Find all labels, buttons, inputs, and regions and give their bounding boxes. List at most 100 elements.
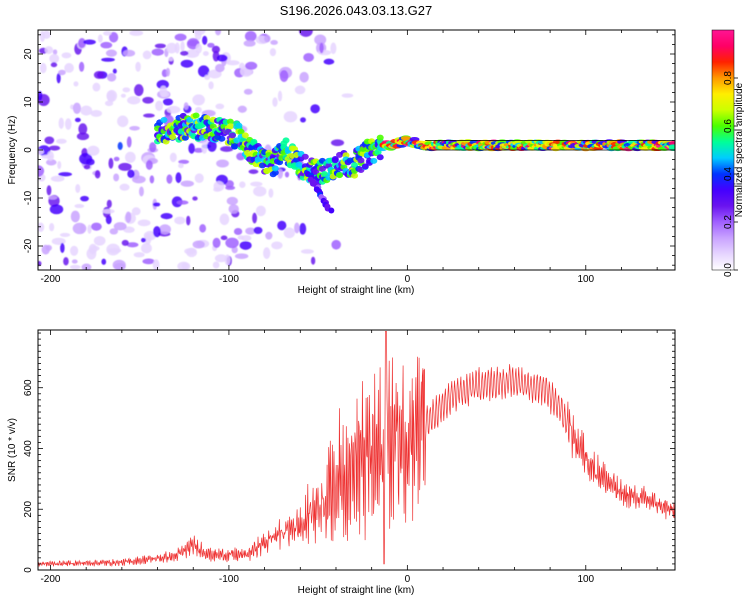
- spectrogram-cell: [199, 224, 207, 233]
- snr-x-label: Height of straight line (km): [298, 585, 415, 596]
- spectrogram-cell: [156, 79, 169, 90]
- spectrogram-cell: [215, 30, 222, 36]
- spectrogram-cell: [299, 223, 307, 235]
- spectrogram-cell: [176, 200, 189, 205]
- spectrogram-cell: [160, 213, 173, 220]
- spectrogram-y-tick-label: -10: [23, 190, 34, 205]
- spectrogram-cell: [78, 123, 88, 135]
- snr-y-tick-label: 600: [23, 379, 34, 396]
- spectrogram-ridge-cell: [271, 169, 279, 176]
- spectrogram-cell: [133, 252, 145, 258]
- spectrogram-cell: [70, 245, 79, 256]
- spectrogram-cell: [126, 242, 139, 248]
- spectrogram-cell: [193, 147, 204, 153]
- spectrogram-cell: [83, 39, 96, 45]
- spectrogram-cell: [253, 226, 263, 234]
- spectrogram-x-label: Height of straight line (km): [298, 285, 415, 296]
- spectrogram-cell: [75, 184, 81, 193]
- spectrogram-cell: [46, 150, 54, 162]
- spectrogram-cell: [228, 204, 239, 214]
- spectrogram-cell: [93, 70, 105, 79]
- spectrogram-cell: [64, 63, 74, 73]
- spectrogram-cell: [149, 175, 155, 184]
- spectrogram-cell: [264, 34, 271, 43]
- spectrogram-cell: [168, 57, 174, 62]
- spectrogram-cell: [151, 48, 164, 56]
- snr-y-tick-label: 400: [23, 440, 34, 457]
- spectrogram-cell: [154, 43, 167, 49]
- spectrogram-cell: [126, 136, 132, 148]
- spectrogram-cell: [207, 140, 217, 152]
- spectrogram-cell: [177, 261, 191, 270]
- spectrogram-cell: [101, 57, 115, 62]
- colorbar-label: Normalized spectral amplitude: [734, 82, 745, 217]
- spectrogram-cell: [252, 212, 258, 224]
- spectrogram-ridge-cell: [351, 162, 359, 169]
- spectrogram-cell: [183, 102, 189, 110]
- spectrogram-ridge-cell: [254, 156, 262, 163]
- spectrogram-cell: [87, 145, 100, 156]
- spectrogram-cell: [245, 227, 256, 235]
- spectrogram-cell: [56, 138, 67, 144]
- spectrogram-cell: [180, 59, 194, 68]
- spectrogram-cell: [106, 243, 120, 256]
- spectrogram-ridge-cell: [336, 172, 344, 179]
- spectrogram-cell: [45, 159, 57, 166]
- spectrogram-cell: [142, 50, 152, 60]
- spectrogram-cell: [101, 208, 115, 214]
- spectrogram-cell: [162, 98, 174, 106]
- spectrogram-ridge-cell: [328, 207, 335, 214]
- spectrogram-cell: [215, 103, 225, 110]
- spectrogram-cell: [63, 257, 69, 266]
- spectrogram-cell: [57, 160, 62, 170]
- spectrogram-cell: [234, 253, 249, 260]
- spectrogram-cell: [149, 142, 157, 153]
- spectrogram-cell: [219, 213, 230, 226]
- spectrogram-cell: [166, 42, 178, 54]
- spectrogram-cell: [169, 152, 177, 163]
- snr-x-tick-label: 100: [577, 574, 594, 585]
- spectrogram-cell: [155, 100, 164, 112]
- spectrogram-cell: [49, 204, 64, 215]
- spectrogram-cell: [300, 249, 314, 254]
- spectrogram-ridge-cell: [241, 132, 249, 139]
- spectrogram-ridge-cell: [186, 116, 194, 123]
- spectrogram-cell: [42, 30, 51, 39]
- spectrogram-cell: [117, 142, 123, 151]
- spectrogram-cell: [120, 93, 126, 98]
- spectrogram-ridge-cell: [282, 137, 290, 144]
- spectrogram-cell: [178, 159, 190, 164]
- spectrogram-cell: [45, 244, 52, 251]
- spectrogram-cell: [194, 173, 204, 184]
- spectrogram-cell: [100, 41, 113, 49]
- spectrogram-cell: [174, 33, 187, 41]
- spectrogram-cell: [137, 219, 151, 227]
- spectrogram-cell: [46, 185, 52, 196]
- spectrogram-cell: [141, 242, 152, 254]
- spectrogram-ridge-cell: [226, 118, 234, 125]
- spectrogram-cell: [226, 60, 240, 66]
- spectrogram-cell: [323, 58, 335, 65]
- spectrogram-cell: [192, 240, 205, 249]
- colorbar-ticks: 0.0 0.2 0.4 0.6 0.8: [723, 71, 738, 277]
- spectrogram-ridge-cell: [668, 141, 675, 146]
- spectrogram-cell: [59, 232, 71, 237]
- spectrogram-cell: [127, 169, 135, 178]
- spectrogram-cell: [214, 254, 228, 263]
- spectrogram-cell: [250, 181, 263, 187]
- spectrogram-ridge-cell: [357, 157, 365, 164]
- spectrogram-ridge-cell: [301, 153, 309, 160]
- spectrogram-cell: [119, 183, 130, 191]
- spectrogram-cell: [185, 49, 200, 58]
- spectrogram-x-tick-label: -200: [40, 274, 60, 285]
- spectrogram-cell: [48, 145, 61, 151]
- spectrogram-ridge-cell: [235, 122, 243, 129]
- spectrogram-cell: [58, 172, 73, 177]
- spectrogram-cell: [265, 231, 273, 240]
- snr-y-tick-label: 200: [23, 500, 34, 517]
- spectrogram-cell: [72, 222, 87, 235]
- spectrogram-cell: [38, 222, 45, 233]
- spectrogram-cell: [38, 261, 42, 267]
- spectrogram-cell: [225, 185, 236, 190]
